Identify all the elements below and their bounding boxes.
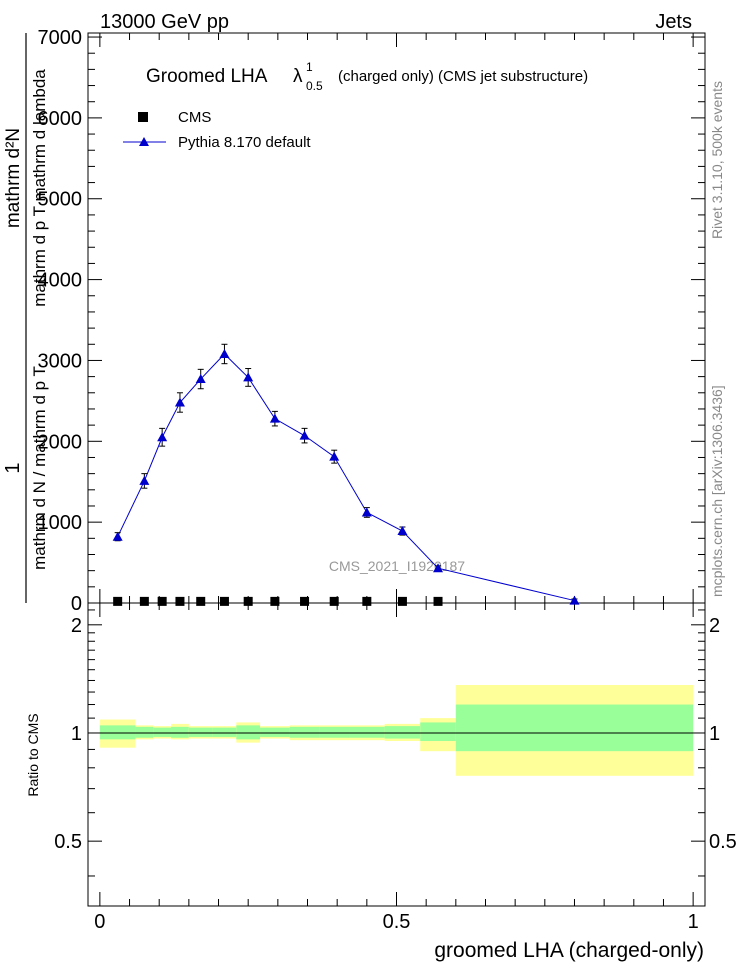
title-prefix: Groomed LHA bbox=[146, 66, 268, 87]
ratio-band-inner bbox=[171, 726, 189, 738]
y-tick-label: 6000 bbox=[38, 108, 83, 130]
title-superscript: 1 bbox=[306, 60, 313, 74]
ratio-band-inner bbox=[153, 727, 172, 737]
ratio-y-tick-label: 0.5 bbox=[54, 831, 82, 853]
ylabel-numerator: 1 bbox=[2, 462, 24, 473]
y-tick-label: 5000 bbox=[38, 189, 83, 211]
ratio-band-inner bbox=[188, 727, 213, 737]
ratio-y-tick-label: 1 bbox=[71, 723, 82, 745]
x-axis-label: groomed LHA (charged-only) bbox=[434, 939, 704, 962]
ratio-y-tick-label-right: 1 bbox=[709, 723, 720, 745]
ratio-band-inner bbox=[260, 727, 290, 737]
cms-point bbox=[219, 596, 229, 606]
ylabel-dn-dpt: mathrm d N / mathrm d p T bbox=[30, 366, 49, 570]
pythia-point bbox=[361, 507, 372, 517]
ylabel-dpt-dlambda: mathrm d p T mathrm d lambda bbox=[30, 69, 49, 307]
y-tick-label: 4000 bbox=[38, 270, 83, 292]
pythia-point bbox=[195, 374, 206, 384]
y-axis-label: 1 mathrm d²N mathrm d p T mathrm d lambd… bbox=[2, 33, 49, 603]
ratio-y-tick-label: 2 bbox=[71, 615, 82, 637]
ratio-y-tick-label-right: 2 bbox=[709, 615, 720, 637]
pythia-point bbox=[243, 372, 254, 382]
ratio-band-inner bbox=[99, 725, 136, 740]
cms-point bbox=[300, 596, 310, 606]
ratio-band-inner bbox=[236, 725, 261, 740]
pythia-point bbox=[569, 595, 580, 605]
pythia-point bbox=[157, 432, 168, 442]
cms-point bbox=[362, 596, 372, 606]
y-tick-label: 7000 bbox=[38, 27, 83, 49]
process-label: Jets bbox=[655, 11, 692, 33]
title-lambda-symbol: λ bbox=[293, 66, 303, 87]
ratio-bands bbox=[99, 684, 694, 776]
ratio-band-inner bbox=[420, 722, 456, 741]
ratio-y-label: Ratio to CMS bbox=[25, 713, 41, 796]
cms-point bbox=[139, 596, 149, 606]
ratio-band-inner bbox=[319, 726, 350, 738]
ratio-axis-ticks: 0 0.5 1 0.5 0.5 1 1 2 2 bbox=[54, 603, 737, 933]
y-tick-label: 1000 bbox=[38, 512, 83, 534]
ratio-y-tick-label-right: 0.5 bbox=[709, 831, 737, 853]
pythia-point bbox=[433, 563, 444, 573]
chart-title: Groomed LHA λ 1 0.5 (charged only) (CMS … bbox=[146, 60, 588, 93]
ratio-band-inner bbox=[384, 726, 421, 739]
legend-cms-label: CMS bbox=[178, 109, 211, 126]
cms-point bbox=[329, 596, 339, 606]
energy-label: 13000 GeV pp bbox=[100, 11, 229, 33]
y-tick-label: 2000 bbox=[38, 431, 83, 453]
ratio-band-inner bbox=[289, 726, 320, 738]
pythia-point bbox=[174, 397, 185, 407]
y-tick-label: 3000 bbox=[38, 350, 83, 372]
pythia-point bbox=[269, 413, 280, 423]
cms-point bbox=[397, 596, 407, 606]
cms-point bbox=[270, 596, 280, 606]
pythia-point bbox=[219, 348, 230, 358]
analysis-watermark: CMS_2021_I1920187 bbox=[329, 558, 465, 574]
legend-pythia-label: Pythia 8.170 default bbox=[178, 134, 311, 151]
cms-point bbox=[196, 596, 206, 606]
ratio-band-inner bbox=[349, 726, 385, 738]
title-suffix: (charged only) (CMS jet substructure) bbox=[338, 68, 588, 85]
mcplots-label: mcplots.cern.ch [arXiv:1306.3436] bbox=[709, 385, 725, 597]
cms-series bbox=[113, 596, 443, 606]
title-subscript: 0.5 bbox=[306, 79, 323, 93]
cms-point bbox=[243, 596, 253, 606]
pythia-point bbox=[299, 430, 310, 440]
x-tick-label: 0 bbox=[94, 911, 105, 933]
x-tick-label: 0.5 bbox=[383, 911, 411, 933]
ratio-band-inner bbox=[455, 704, 694, 752]
cms-point bbox=[113, 596, 123, 606]
ratio-band-inner bbox=[212, 727, 237, 737]
cms-point bbox=[433, 596, 443, 606]
pythia-series bbox=[112, 343, 580, 605]
pythia-point bbox=[139, 475, 150, 485]
legend-pythia-marker bbox=[139, 137, 149, 146]
ratio-band-inner bbox=[135, 726, 154, 738]
ylabel-d2n: mathrm d²N bbox=[3, 128, 24, 228]
pythia-point bbox=[397, 526, 408, 536]
legend: CMS Pythia 8.170 default bbox=[123, 109, 311, 151]
rivet-version-label: Rivet 3.1.10, 500k events bbox=[709, 81, 725, 239]
pythia-point bbox=[112, 531, 123, 541]
legend-cms-marker bbox=[138, 112, 148, 122]
main-axis-ticks: 0 1000 2000 3000 4000 5000 6000 7000 bbox=[38, 27, 705, 615]
x-tick-label: 1 bbox=[688, 911, 699, 933]
pythia-point bbox=[329, 451, 340, 461]
y-tick-label: 0 bbox=[71, 593, 82, 615]
cms-point bbox=[157, 596, 167, 606]
pythia-line bbox=[117, 353, 575, 602]
cms-point bbox=[175, 596, 185, 606]
